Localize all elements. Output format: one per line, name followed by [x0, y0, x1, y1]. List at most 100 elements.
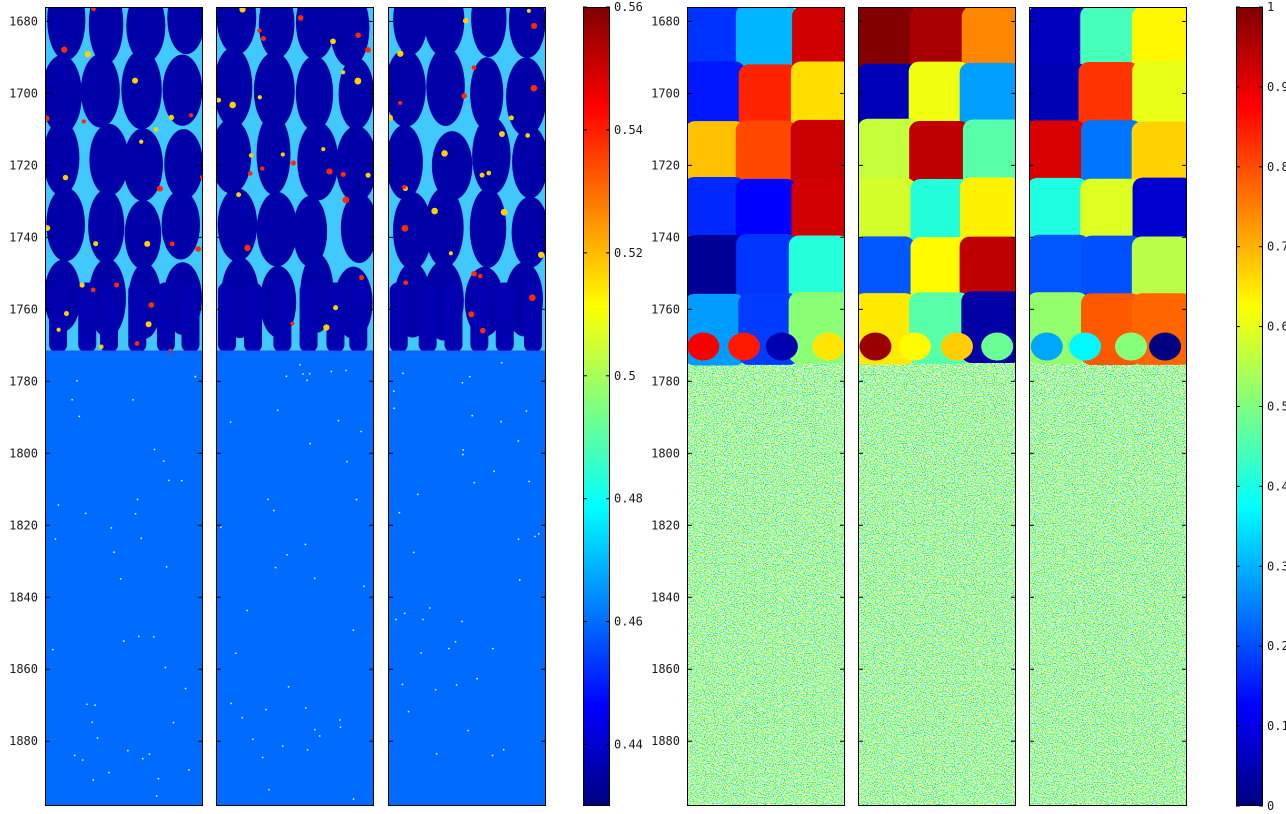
grain	[687, 234, 747, 307]
colorbar-tick-label: 0.44	[614, 738, 643, 752]
nucleus-dot	[304, 543, 307, 546]
colorbar-frame	[583, 7, 610, 806]
panel-frame	[1029, 7, 1187, 806]
front-grain	[812, 332, 845, 361]
y-tick-label: 1740	[651, 230, 680, 244]
panel-frame	[45, 7, 203, 806]
grain	[738, 64, 800, 136]
nucleus-dot	[360, 430, 363, 433]
grain	[392, 192, 432, 270]
nucleus-dot	[306, 379, 309, 382]
nucleus-dot	[54, 538, 57, 540]
heatmap-panel-1	[45, 7, 203, 806]
panel-frame	[687, 7, 845, 806]
segregation-spot	[461, 93, 467, 99]
dendrite	[78, 282, 97, 353]
grain	[908, 61, 970, 134]
grain	[424, 7, 465, 57]
y-tick-label: 1760	[9, 302, 38, 316]
segregation-spot	[56, 327, 61, 332]
panel-field	[45, 7, 203, 806]
nucleus-dot	[81, 759, 84, 761]
dendrite	[495, 282, 514, 353]
dendrite	[128, 282, 147, 353]
dendrite	[418, 282, 437, 353]
heatmap-panel-2	[216, 7, 374, 806]
segregation-spot	[236, 192, 242, 198]
y-tick-label: 1880	[9, 734, 38, 748]
nucleus-dot	[107, 771, 110, 774]
nucleus-dot	[345, 369, 347, 372]
grain	[162, 54, 203, 126]
segregation-spot	[259, 166, 265, 171]
grain	[335, 125, 374, 203]
grain	[1081, 120, 1142, 192]
nucleus-dot	[314, 728, 316, 731]
segregation-spot	[529, 294, 536, 301]
nucleus-dot	[78, 415, 81, 418]
nucleus-dot	[534, 535, 536, 538]
grain	[909, 121, 970, 193]
segregation-spot	[290, 321, 295, 326]
nucleus-dot	[164, 666, 167, 669]
grain	[959, 62, 1016, 135]
dendrite	[470, 282, 489, 353]
grain	[959, 236, 1016, 309]
nucleus-dot	[422, 618, 424, 621]
segregation-spot	[257, 28, 262, 33]
nucleus-dot	[241, 716, 244, 719]
nucleus-dot	[491, 754, 494, 757]
grain	[1080, 7, 1141, 78]
panel-field	[388, 7, 546, 806]
segregation-spot	[525, 133, 531, 138]
nucleus-dot	[51, 648, 54, 651]
colorbar: 0 0.1 0.2 0.3 0.4 0.5 0.6 0.7 0.8 0.9 1	[1236, 0, 1286, 813]
segregation-spot	[498, 131, 505, 138]
segregation-spot	[479, 172, 485, 178]
segregation-spot	[448, 251, 453, 256]
grain	[258, 7, 295, 59]
nucleus-dot	[281, 745, 284, 748]
colorbar-tick-label: 0.2	[1267, 639, 1286, 653]
grain	[297, 121, 339, 201]
nucleus-dot	[352, 798, 355, 800]
grain	[910, 237, 972, 309]
interface-band	[45, 350, 203, 354]
segregation-spot	[500, 208, 508, 216]
grain	[858, 7, 917, 76]
grain	[47, 7, 86, 61]
segregation-spot	[153, 127, 159, 132]
grain	[1131, 7, 1187, 79]
nucleus-dot	[313, 577, 316, 580]
grain	[687, 61, 745, 133]
grain	[1029, 234, 1090, 307]
grain	[329, 7, 370, 68]
segregation-spot	[168, 114, 175, 121]
y-tick-label: 1880	[651, 734, 680, 748]
panel-frame	[216, 7, 374, 806]
colorbar-tick-label: 0	[1267, 799, 1274, 813]
grain	[791, 178, 845, 250]
grain	[1078, 62, 1140, 134]
grain	[858, 178, 917, 250]
nucleus-dot	[517, 440, 520, 442]
grain	[216, 47, 253, 128]
nucleus-dot	[152, 635, 155, 638]
nucleus-dot	[219, 526, 222, 529]
nucleus-dot	[318, 735, 321, 737]
front-grain	[1149, 332, 1182, 361]
grain	[216, 7, 257, 55]
segregation-spot	[441, 150, 448, 157]
nucleus-dot	[73, 754, 76, 757]
segregation-spot	[63, 311, 69, 317]
segregation-spot	[45, 115, 50, 122]
nucleus-dot	[157, 777, 160, 780]
colorbar-tick-label: 0.54	[614, 123, 643, 137]
y-tick-label: 1820	[651, 518, 680, 532]
nucleus-dot	[518, 579, 521, 581]
nucleus-dot	[468, 375, 471, 378]
segregation-spot	[90, 287, 96, 293]
colorbar-tick-label: 0.56	[614, 0, 643, 14]
y-tick-label: 1680	[651, 14, 680, 28]
panel-field	[858, 7, 1016, 806]
